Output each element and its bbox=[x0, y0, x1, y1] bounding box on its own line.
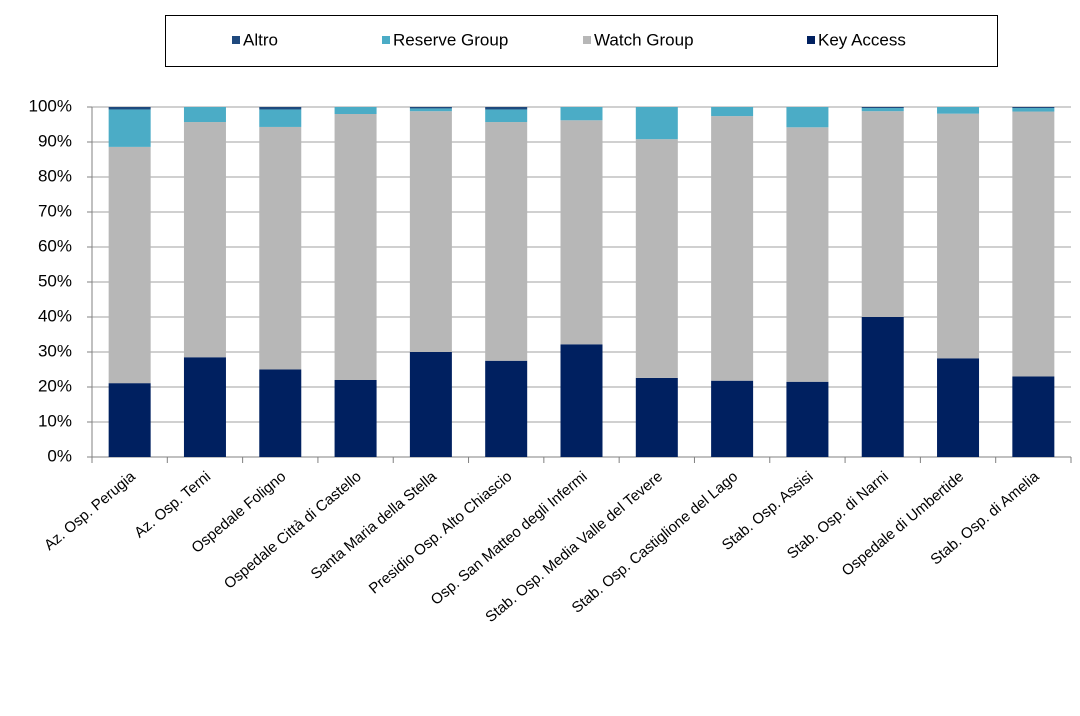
x-tick-label: Az. Osp. Perugia bbox=[41, 468, 139, 554]
x-tick-label: Ospedale di Umbertide bbox=[839, 468, 967, 580]
y-tick-label: 100% bbox=[29, 96, 72, 115]
bar-segment bbox=[183, 107, 226, 123]
bar-segment bbox=[861, 111, 904, 317]
legend-box bbox=[165, 15, 998, 67]
bar-segment bbox=[711, 380, 754, 457]
bar-segment bbox=[711, 116, 754, 381]
bar-segment bbox=[485, 122, 528, 361]
bar-segment bbox=[1012, 108, 1055, 112]
bar-segment bbox=[861, 108, 904, 112]
bar-segment bbox=[259, 369, 302, 457]
y-tick-label: 50% bbox=[38, 271, 72, 290]
bar-segment bbox=[334, 107, 377, 114]
bar-segment bbox=[560, 344, 603, 457]
bar-segment bbox=[786, 381, 829, 457]
bar-segment bbox=[108, 383, 151, 457]
bar-segment bbox=[1012, 107, 1055, 109]
bar-segment bbox=[334, 380, 377, 457]
bar-segment bbox=[937, 358, 980, 457]
legend-swatch bbox=[807, 36, 815, 44]
bar-segment bbox=[711, 107, 754, 117]
bar-segment bbox=[786, 127, 829, 382]
y-tick-label: 70% bbox=[38, 201, 72, 220]
bar-segment bbox=[1012, 376, 1055, 457]
bar-segment bbox=[409, 352, 452, 457]
bar-segment bbox=[108, 146, 151, 384]
bar-segment bbox=[485, 360, 528, 457]
bar-segment bbox=[937, 107, 980, 114]
legend-label: Altro bbox=[243, 30, 278, 49]
y-tick-label: 80% bbox=[38, 166, 72, 185]
y-tick-label: 40% bbox=[38, 306, 72, 325]
y-tick-label: 10% bbox=[38, 411, 72, 430]
bar-segment bbox=[259, 107, 302, 110]
bar-segment bbox=[786, 107, 829, 128]
bar-segment bbox=[485, 107, 528, 110]
x-tick-label: Az. Osp. Terni bbox=[131, 468, 214, 541]
bar-segment bbox=[334, 114, 377, 380]
bar-segment bbox=[259, 126, 302, 370]
legend-swatch bbox=[232, 36, 240, 44]
y-tick-label: 60% bbox=[38, 236, 72, 255]
y-tick-label: 20% bbox=[38, 376, 72, 395]
legend-swatch bbox=[583, 36, 591, 44]
legend-swatch bbox=[382, 36, 390, 44]
bar-segment bbox=[409, 107, 452, 109]
bar-segment bbox=[108, 109, 151, 147]
x-tick-label: Ospedale Città di Castello bbox=[221, 468, 365, 593]
bar-segment bbox=[183, 122, 226, 358]
bar-segment bbox=[108, 107, 151, 110]
bar-segment bbox=[635, 377, 678, 457]
x-tick-label: Osp. San Matteo degli Infermi bbox=[428, 468, 591, 609]
bar-segment bbox=[937, 113, 980, 359]
bar-segment bbox=[409, 111, 452, 352]
y-tick-label: 90% bbox=[38, 131, 72, 150]
y-tick-label: 30% bbox=[38, 341, 72, 360]
bar-segment bbox=[409, 108, 452, 112]
x-tick-label: Presidio Osp. Alto Chiascio bbox=[366, 468, 516, 597]
bar-segment bbox=[259, 109, 302, 127]
bar-segment bbox=[861, 317, 904, 457]
bar-segment bbox=[1012, 111, 1055, 377]
bar-segment bbox=[183, 357, 226, 457]
bar-segment bbox=[635, 139, 678, 378]
legend-label: Watch Group bbox=[594, 30, 694, 49]
bar-segment bbox=[635, 107, 678, 140]
bar-segment bbox=[560, 107, 603, 121]
bar-segment bbox=[861, 107, 904, 109]
x-tick-label: Stab. Osp. Castiglione del Lago bbox=[569, 468, 742, 617]
x-tick-label: Santa Maria della Stella bbox=[308, 468, 441, 583]
legend-label: Reserve Group bbox=[393, 30, 508, 49]
legend-label: Key Access bbox=[818, 30, 906, 49]
bar-segment bbox=[485, 109, 528, 123]
y-tick-label: 0% bbox=[47, 446, 72, 465]
bar-segment bbox=[560, 120, 603, 345]
